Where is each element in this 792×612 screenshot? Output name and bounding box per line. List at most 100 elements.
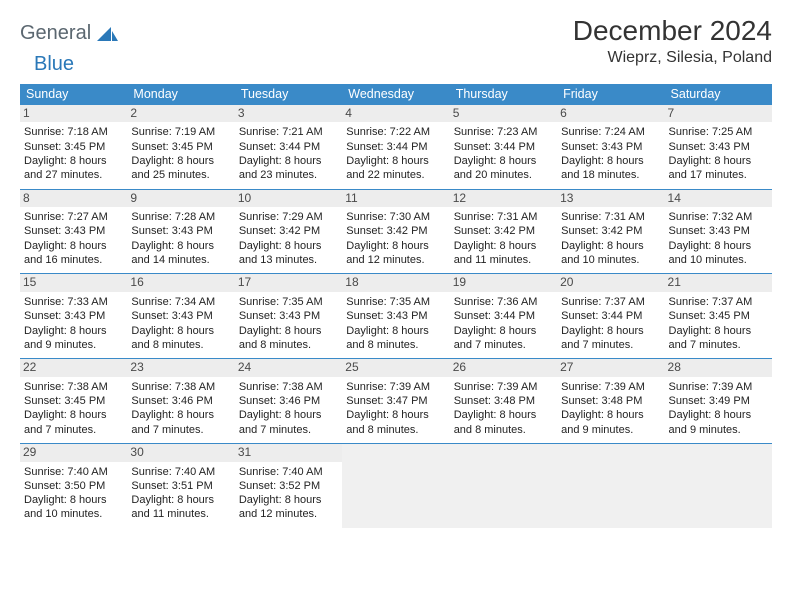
sunrise-line: Sunrise: 7:31 AM (454, 210, 553, 224)
daylight-line: Daylight: 8 hours and 17 minutes. (669, 154, 768, 183)
daylight-line: Daylight: 8 hours and 20 minutes. (454, 154, 553, 183)
daylight-line: Daylight: 8 hours and 7 minutes. (561, 324, 660, 353)
sunrise-line: Sunrise: 7:31 AM (561, 210, 660, 224)
sunrise-line: Sunrise: 7:29 AM (239, 210, 338, 224)
day-cell: 30Sunrise: 7:40 AMSunset: 3:51 PMDayligh… (127, 443, 234, 527)
sunset-line: Sunset: 3:43 PM (669, 140, 768, 154)
day-number: 7 (665, 105, 772, 123)
day-cell-content: 15Sunrise: 7:33 AMSunset: 3:43 PMDayligh… (24, 277, 123, 352)
day-cell: 6Sunrise: 7:24 AMSunset: 3:43 PMDaylight… (557, 104, 664, 189)
sunrise-line: Sunrise: 7:39 AM (346, 380, 445, 394)
day-number: 18 (342, 274, 449, 292)
day-cell-content: 23Sunrise: 7:38 AMSunset: 3:46 PMDayligh… (131, 362, 230, 437)
day-number: 11 (342, 190, 449, 208)
day-cell: 8Sunrise: 7:27 AMSunset: 3:43 PMDaylight… (20, 189, 127, 274)
day-number: 23 (127, 359, 234, 377)
day-cell: 3Sunrise: 7:21 AMSunset: 3:44 PMDaylight… (235, 104, 342, 189)
sunrise-line: Sunrise: 7:40 AM (24, 465, 123, 479)
day-cell: 7Sunrise: 7:25 AMSunset: 3:43 PMDaylight… (665, 104, 772, 189)
day-cell-content: 16Sunrise: 7:34 AMSunset: 3:43 PMDayligh… (131, 277, 230, 352)
sunrise-line: Sunrise: 7:40 AM (239, 465, 338, 479)
daylight-line: Daylight: 8 hours and 7 minutes. (24, 408, 123, 437)
sunrise-line: Sunrise: 7:36 AM (454, 295, 553, 309)
day-cell-content: 10Sunrise: 7:29 AMSunset: 3:42 PMDayligh… (239, 193, 338, 268)
daylight-line: Daylight: 8 hours and 18 minutes. (561, 154, 660, 183)
day-cell: 31Sunrise: 7:40 AMSunset: 3:52 PMDayligh… (235, 443, 342, 527)
calendar-body: 1Sunrise: 7:18 AMSunset: 3:45 PMDaylight… (20, 104, 772, 527)
day-cell-content: 18Sunrise: 7:35 AMSunset: 3:43 PMDayligh… (346, 277, 445, 352)
day-cell-content: 22Sunrise: 7:38 AMSunset: 3:45 PMDayligh… (24, 362, 123, 437)
day-cell: 12Sunrise: 7:31 AMSunset: 3:42 PMDayligh… (450, 189, 557, 274)
sunrise-line: Sunrise: 7:38 AM (131, 380, 230, 394)
sunset-line: Sunset: 3:43 PM (669, 224, 768, 238)
sunset-line: Sunset: 3:42 PM (454, 224, 553, 238)
day-cell-content: 5Sunrise: 7:23 AMSunset: 3:44 PMDaylight… (454, 108, 553, 183)
day-cell: 15Sunrise: 7:33 AMSunset: 3:43 PMDayligh… (20, 274, 127, 359)
sunrise-line: Sunrise: 7:38 AM (24, 380, 123, 394)
daylight-line: Daylight: 8 hours and 9 minutes. (24, 324, 123, 353)
daylight-line: Daylight: 8 hours and 8 minutes. (239, 324, 338, 353)
day-number: 19 (450, 274, 557, 292)
sunrise-line: Sunrise: 7:38 AM (239, 380, 338, 394)
sunset-line: Sunset: 3:44 PM (346, 140, 445, 154)
weekday-header: Thursday (450, 84, 557, 105)
day-number: 8 (20, 190, 127, 208)
day-cell-content: 14Sunrise: 7:32 AMSunset: 3:43 PMDayligh… (669, 193, 768, 268)
weekday-header: Monday (127, 84, 234, 105)
sunset-line: Sunset: 3:44 PM (561, 309, 660, 323)
sunset-line: Sunset: 3:43 PM (24, 309, 123, 323)
day-cell: 29Sunrise: 7:40 AMSunset: 3:50 PMDayligh… (20, 443, 127, 527)
daylight-line: Daylight: 8 hours and 23 minutes. (239, 154, 338, 183)
day-cell-content: 24Sunrise: 7:38 AMSunset: 3:46 PMDayligh… (239, 362, 338, 437)
sunrise-line: Sunrise: 7:39 AM (561, 380, 660, 394)
calendar-row: 29Sunrise: 7:40 AMSunset: 3:50 PMDayligh… (20, 443, 772, 527)
daylight-line: Daylight: 8 hours and 13 minutes. (239, 239, 338, 268)
daylight-line: Daylight: 8 hours and 9 minutes. (561, 408, 660, 437)
daylight-line: Daylight: 8 hours and 10 minutes. (669, 239, 768, 268)
day-cell-content: 27Sunrise: 7:39 AMSunset: 3:48 PMDayligh… (561, 362, 660, 437)
brand-sail-icon (95, 26, 119, 42)
daylight-line: Daylight: 8 hours and 16 minutes. (24, 239, 123, 268)
sunset-line: Sunset: 3:44 PM (454, 140, 553, 154)
day-cell: 20Sunrise: 7:37 AMSunset: 3:44 PMDayligh… (557, 274, 664, 359)
brand-word-2: Blue (20, 53, 74, 75)
day-cell: 25Sunrise: 7:39 AMSunset: 3:47 PMDayligh… (342, 359, 449, 444)
sunrise-line: Sunrise: 7:35 AM (239, 295, 338, 309)
day-cell-content: 4Sunrise: 7:22 AMSunset: 3:44 PMDaylight… (346, 108, 445, 183)
empty-cell (557, 443, 664, 527)
day-cell-content: 20Sunrise: 7:37 AMSunset: 3:44 PMDayligh… (561, 277, 660, 352)
daylight-line: Daylight: 8 hours and 8 minutes. (454, 408, 553, 437)
day-cell-content: 13Sunrise: 7:31 AMSunset: 3:42 PMDayligh… (561, 193, 660, 268)
day-cell: 2Sunrise: 7:19 AMSunset: 3:45 PMDaylight… (127, 104, 234, 189)
day-number: 15 (20, 274, 127, 292)
daylight-line: Daylight: 8 hours and 7 minutes. (131, 408, 230, 437)
daylight-line: Daylight: 8 hours and 11 minutes. (454, 239, 553, 268)
sunset-line: Sunset: 3:44 PM (239, 140, 338, 154)
sunrise-line: Sunrise: 7:19 AM (131, 125, 230, 139)
day-cell-content: 12Sunrise: 7:31 AMSunset: 3:42 PMDayligh… (454, 193, 553, 268)
day-cell-content: 21Sunrise: 7:37 AMSunset: 3:45 PMDayligh… (669, 277, 768, 352)
day-number: 10 (235, 190, 342, 208)
day-cell-content: 7Sunrise: 7:25 AMSunset: 3:43 PMDaylight… (669, 108, 768, 183)
daylight-line: Daylight: 8 hours and 12 minutes. (239, 493, 338, 522)
daylight-line: Daylight: 8 hours and 22 minutes. (346, 154, 445, 183)
daylight-line: Daylight: 8 hours and 11 minutes. (131, 493, 230, 522)
day-cell-content: 6Sunrise: 7:24 AMSunset: 3:43 PMDaylight… (561, 108, 660, 183)
sunset-line: Sunset: 3:45 PM (131, 140, 230, 154)
day-number: 6 (557, 105, 664, 123)
sunset-line: Sunset: 3:43 PM (346, 309, 445, 323)
day-number: 22 (20, 359, 127, 377)
daylight-line: Daylight: 8 hours and 7 minutes. (239, 408, 338, 437)
sunset-line: Sunset: 3:43 PM (131, 309, 230, 323)
day-number: 28 (665, 359, 772, 377)
brand-logo: General (20, 16, 121, 45)
day-number: 26 (450, 359, 557, 377)
day-number: 3 (235, 105, 342, 123)
day-cell: 17Sunrise: 7:35 AMSunset: 3:43 PMDayligh… (235, 274, 342, 359)
day-cell: 18Sunrise: 7:35 AMSunset: 3:43 PMDayligh… (342, 274, 449, 359)
empty-cell (342, 443, 449, 527)
sunset-line: Sunset: 3:50 PM (24, 479, 123, 493)
day-cell-content: 1Sunrise: 7:18 AMSunset: 3:45 PMDaylight… (24, 108, 123, 183)
day-number: 17 (235, 274, 342, 292)
day-cell-content: 31Sunrise: 7:40 AMSunset: 3:52 PMDayligh… (239, 447, 338, 522)
